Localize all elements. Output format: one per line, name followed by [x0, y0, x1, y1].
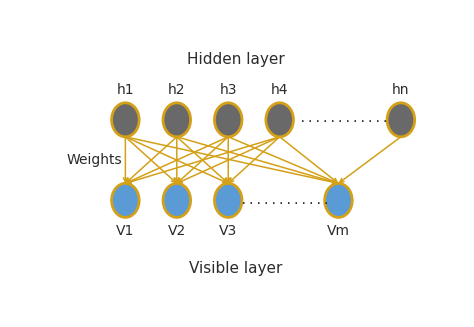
Ellipse shape	[111, 103, 139, 137]
Text: h4: h4	[271, 82, 288, 96]
Text: Weights: Weights	[66, 153, 122, 167]
Text: h1: h1	[117, 82, 134, 96]
Text: Vm: Vm	[327, 224, 350, 238]
Text: h3: h3	[219, 82, 237, 96]
Ellipse shape	[214, 103, 242, 137]
Text: V2: V2	[168, 224, 186, 238]
Ellipse shape	[214, 183, 242, 217]
Text: V1: V1	[116, 224, 135, 238]
Ellipse shape	[325, 183, 352, 217]
Text: h2: h2	[168, 82, 185, 96]
Text: V3: V3	[219, 224, 237, 238]
Ellipse shape	[163, 103, 191, 137]
Text: Hidden layer: Hidden layer	[187, 52, 284, 67]
Text: ............: ............	[240, 194, 330, 207]
Ellipse shape	[111, 183, 139, 217]
Ellipse shape	[266, 103, 293, 137]
Ellipse shape	[387, 103, 415, 137]
Text: Visible layer: Visible layer	[189, 261, 282, 276]
Ellipse shape	[163, 183, 191, 217]
Text: hn: hn	[392, 82, 410, 96]
Text: ............: ............	[299, 112, 389, 125]
